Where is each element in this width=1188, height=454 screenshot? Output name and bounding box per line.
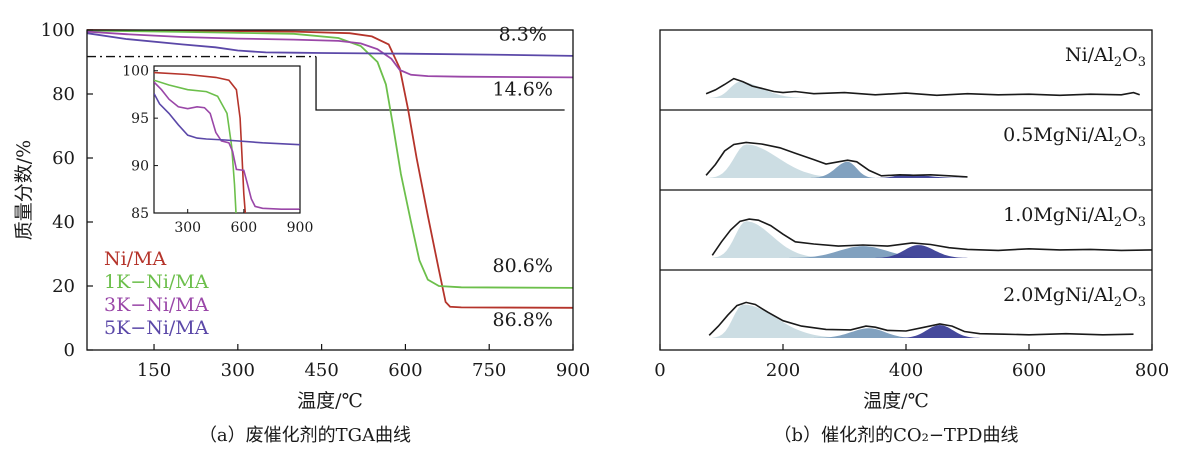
label-part: O: [1122, 44, 1138, 66]
subscript: 2: [1114, 215, 1122, 230]
caption-b: （b）催化剂的CO₂−TPD曲线: [774, 425, 1019, 446]
legend-item-3: 5K−Ni/MA: [104, 317, 209, 339]
label-part: 1.0MgNi/Al: [1003, 204, 1114, 226]
tpd-chart: Ni/Al2O30.5MgNi/Al2O31.0MgNi/Al2O32.0MgN…: [654, 29, 1169, 446]
ref-step-line: [315, 56, 565, 111]
subscript: 2: [1114, 135, 1122, 150]
y-tick-label-1: 20: [52, 276, 75, 297]
y-tick-label-5: 100: [41, 20, 75, 41]
label-part: O: [1122, 204, 1138, 226]
inset-y-tick-label-1: 90: [131, 159, 149, 175]
percent-annotation-3: 86.8%: [493, 309, 553, 331]
inset-x-tick-label-2: 900: [287, 220, 314, 236]
subscript: 3: [1138, 55, 1146, 70]
subscript: 3: [1138, 215, 1146, 230]
tpd-x-tick-label-2: 400: [889, 360, 923, 381]
x-axis-label: 温度/℃: [297, 390, 363, 412]
inset-x-tick-label-0: 300: [174, 220, 201, 236]
percent-annotation-1: 14.6%: [493, 79, 553, 101]
inset-x-tick-label-1: 600: [230, 220, 257, 236]
inset-curve-3: [154, 93, 300, 146]
tpd-sample-label-0: Ni/Al2O3: [1065, 44, 1146, 70]
label-part: Ni/Al: [1065, 44, 1114, 66]
inset-y-tick-label-3: 100: [122, 64, 149, 80]
subscript: 2: [1114, 55, 1122, 70]
x-tick-label-1: 300: [221, 360, 255, 381]
tga-curve-0: [86, 29, 574, 309]
tpd-peak-0-0: [709, 81, 808, 98]
percent-annotation-0: 8.3%: [499, 24, 547, 46]
x-tick-label-0: 150: [137, 360, 171, 381]
inset-curves: [154, 71, 300, 213]
tpd-peak-3-2: [899, 325, 980, 338]
tpd-sample-label-3: 2.0MgNi/Al2O3: [1003, 284, 1146, 310]
tpd-curve-1: [705, 141, 968, 178]
inset-curve-2: [154, 81, 300, 210]
tga-curve-3: [86, 32, 574, 57]
inset-y-tick-label-2: 95: [131, 111, 149, 127]
y-tick-label-2: 40: [52, 212, 75, 233]
caption-a: （a）废催化剂的TGA曲线: [199, 425, 411, 446]
tpd-sample-label-1: 0.5MgNi/Al2O3: [1003, 124, 1146, 150]
inset-curve-1: [154, 79, 237, 213]
tpd-curve-2: [711, 218, 1153, 256]
subscript: 2: [1114, 295, 1122, 310]
inset-y-tick-label-0: 85: [131, 206, 149, 222]
y-tick-label-3: 60: [52, 148, 75, 169]
x-tick-label-5: 900: [556, 360, 590, 381]
x-tick-label-4: 750: [472, 360, 506, 381]
subscript: 3: [1138, 135, 1146, 150]
label-part: O: [1122, 124, 1138, 146]
tga-curve-1: [86, 29, 574, 289]
subscript: 3: [1138, 295, 1146, 310]
tpd-peak-3-1: [813, 328, 919, 338]
tpd-x-tick-label-4: 800: [1135, 360, 1169, 381]
x-tick-label-3: 600: [388, 360, 422, 381]
label-part: 0.5MgNi/Al: [1003, 124, 1114, 146]
y-tick-label-4: 80: [52, 84, 75, 105]
tpd-x-axis-label: 温度/℃: [863, 390, 929, 412]
tpd-peak-2-2: [875, 245, 968, 258]
label-part: 2.0MgNi/Al: [1003, 284, 1114, 306]
tpd-peak-2-0: [712, 221, 826, 258]
legend-item-1: 1K−Ni/MA: [104, 271, 209, 293]
legend-item-0: Ni/MA: [104, 248, 167, 270]
tga-curve-2: [86, 30, 574, 79]
tpd-sample-label-2: 1.0MgNi/Al2O3: [1003, 204, 1146, 230]
legend-item-2: 3K−Ni/MA: [104, 294, 209, 316]
y-tick-label-0: 0: [64, 340, 75, 361]
tpd-x-tick-label-1: 200: [766, 360, 800, 381]
tpd-peak-3-0: [712, 304, 845, 338]
tga-chart: 150 300 450 600 750 900 0 20 40 60 80 100 温度/℃ 质量分数/%…: [13, 20, 590, 446]
tpd-x-tick-label-3: 600: [1012, 360, 1046, 381]
tpd-peak-1-0: [709, 144, 845, 178]
plot-frame: [86, 29, 574, 351]
tpd-curve-0: [705, 77, 1140, 97]
x-tick-label-2: 450: [304, 360, 338, 381]
tpd-peak-1-2: [875, 174, 968, 178]
tpd-curve-3: [708, 301, 1134, 336]
tpd-x-tick-label-0: 0: [654, 360, 665, 381]
inset-curve-0: [154, 71, 247, 213]
percent-annotation-2: 80.6%: [493, 255, 553, 277]
y-axis-label: 质量分数/%: [13, 140, 35, 240]
label-part: O: [1122, 284, 1138, 306]
tpd-peak-1-1: [810, 161, 876, 178]
